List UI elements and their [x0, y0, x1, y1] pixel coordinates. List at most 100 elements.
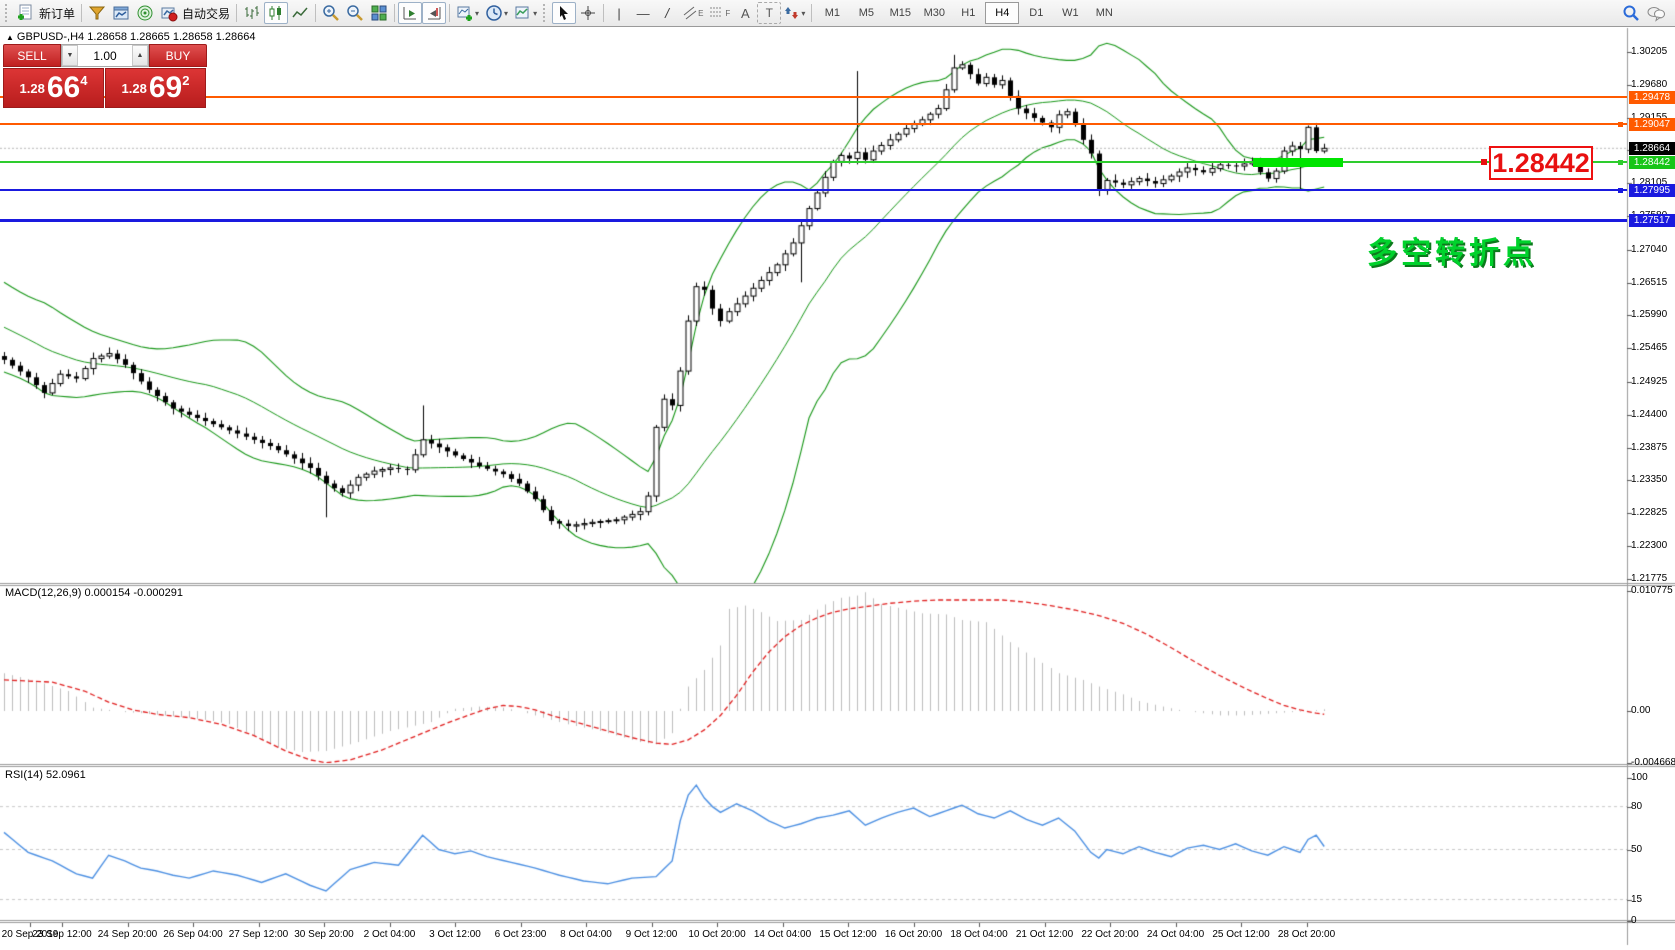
collapse-panel-icon[interactable]: ▲ — [6, 33, 14, 42]
toolbar-separator — [81, 4, 83, 22]
trendline-icon: / — [665, 5, 670, 21]
pivot-note-text[interactable]: 多空转折点 — [1367, 237, 1537, 270]
new-order-button[interactable] — [14, 2, 38, 24]
time-axis-label: 2 Oct 04:00 — [363, 929, 416, 940]
toolbar-grip[interactable] — [5, 4, 11, 22]
price-callout-box[interactable]: 1.28442 — [1489, 146, 1593, 180]
text-label-button[interactable]: T — [757, 2, 782, 24]
time-axis-label: 21 Oct 12:00 — [1015, 929, 1074, 940]
periods-button[interactable]: ▾ — [482, 2, 511, 24]
price-axis-tick: 1.22300 — [1631, 540, 1668, 552]
buy-price-button[interactable]: 1.28 69 2 — [105, 68, 206, 108]
rsi-label: RSI(14) 52.0961 — [5, 769, 86, 781]
price-axis-tick: 1.27040 — [1631, 243, 1668, 255]
bid-price-tag: 1.28664 — [1629, 141, 1675, 155]
auto-scroll-button[interactable] — [398, 2, 423, 24]
callout-anchor-handle[interactable] — [1481, 159, 1487, 165]
time-axis-label: 18 Oct 04:00 — [950, 929, 1008, 940]
buy-button[interactable]: BUY — [149, 44, 207, 67]
candlestick-chart-icon — [269, 6, 282, 20]
horizontal-line-1.27995[interactable] — [0, 189, 1627, 192]
timeframe-button-m5[interactable]: M5 — [858, 7, 874, 19]
tile-windows-button[interactable] — [367, 2, 391, 24]
crosshair-button[interactable] — [576, 2, 600, 24]
zoom-in-icon — [323, 5, 339, 21]
volume-decrease-button[interactable]: ▼ — [62, 45, 78, 66]
fibonacci-button[interactable]: F — [706, 2, 733, 24]
timeframe-button-w1[interactable]: W1 — [1062, 7, 1079, 19]
line-handle[interactable] — [1618, 187, 1623, 193]
equidistant-channel-button[interactable]: E — [679, 2, 706, 24]
macd-axis-tick: 0.00 — [1631, 705, 1651, 716]
template-icon — [515, 6, 529, 19]
time-axis-label: 3 Oct 12:00 — [429, 929, 481, 940]
line-chart-button[interactable] — [288, 2, 312, 24]
support-highlight-segment[interactable] — [1253, 158, 1343, 167]
symbol-title: ▲ GBPUSD-,H4 1.28658 1.28665 1.28658 1.28… — [6, 31, 255, 43]
line-handle[interactable] — [1618, 159, 1623, 165]
vertical-line-button[interactable]: | — [607, 2, 631, 24]
arrows-button[interactable]: ▾ — [781, 2, 808, 24]
crosshair-icon — [581, 6, 596, 20]
templates-button[interactable]: ▾ — [511, 2, 540, 24]
signals-button[interactable] — [133, 2, 157, 24]
bar-chart-button[interactable] — [240, 2, 264, 24]
time-axis-label: 20 Sep 2019 — [1, 929, 59, 940]
text-button[interactable]: A — [733, 2, 757, 24]
timeframe-button-m15[interactable]: M15 — [889, 7, 912, 19]
styles-button[interactable] — [85, 2, 109, 24]
sell-price-button[interactable]: 1.28 66 4 — [3, 68, 104, 108]
autotrading-button[interactable] — [157, 2, 181, 24]
time-axis-label: 16 Oct 20:00 — [884, 929, 943, 940]
timeframe-button-d1[interactable]: D1 — [1029, 7, 1044, 19]
volume-input[interactable]: 1.00 — [93, 48, 117, 63]
rsi-title: RSI(14) — [5, 769, 43, 781]
cursor-button[interactable] — [552, 2, 577, 24]
horizontal-line-1.29478[interactable] — [0, 96, 1627, 99]
indicators-button[interactable]: ▾ — [453, 2, 482, 24]
price-axis-tick: 1.26515 — [1631, 276, 1668, 288]
horizontal-line-1.28442[interactable] — [0, 161, 1627, 164]
horizontal-line-1.27517[interactable] — [0, 218, 1627, 222]
timeframe-button-m1[interactable]: M1 — [824, 7, 840, 19]
macd-axis-tick: -0.004668 — [1631, 756, 1675, 768]
rsi-axis-tick: 15 — [1631, 893, 1643, 905]
time-axis-label: 24 Sep 20:00 — [97, 929, 158, 940]
timeframe-button-m30[interactable]: M30 — [923, 7, 946, 19]
new-order-label[interactable]: 新订单 — [39, 6, 76, 21]
price-tag-1.27517: 1.27517 — [1629, 213, 1675, 227]
price-tag-1.29478: 1.29478 — [1629, 90, 1675, 104]
autotrading-icon — [161, 7, 178, 22]
autotrading-label[interactable]: 自动交易 — [182, 6, 231, 21]
chart-shift-button[interactable] — [422, 2, 447, 24]
timeframe-button-mn[interactable]: MN — [1095, 7, 1113, 19]
macd-title: MACD(12,26,9) — [5, 587, 82, 599]
line-handle[interactable] — [1618, 121, 1623, 127]
candlestick-chart-button[interactable] — [264, 2, 289, 24]
price-axis-tick: 1.22825 — [1631, 507, 1668, 519]
sell-button[interactable]: SELL — [3, 44, 61, 67]
chevron-down-icon: ▾ — [504, 8, 509, 18]
toolbar-grip[interactable] — [543, 4, 549, 22]
price-axis-tick: 1.30205 — [1631, 46, 1668, 57]
timeframe-button-h1[interactable]: H1 — [961, 7, 976, 19]
charts-window-button[interactable] — [109, 2, 133, 24]
time-axis-label: 10 Oct 20:00 — [688, 929, 746, 940]
volume-increase-button[interactable]: ▲ — [132, 45, 148, 66]
sell-price-big: 66 — [46, 71, 81, 104]
zoom-out-button[interactable] — [343, 2, 367, 24]
price-axis-tick: 1.29155 — [1631, 112, 1675, 123]
chat-icon — [1647, 7, 1665, 22]
price-axis-tick: 1.21775 — [1631, 572, 1668, 584]
zoom-in-button[interactable] — [319, 2, 343, 24]
search-button[interactable] — [1619, 2, 1643, 24]
trendline-button[interactable]: / — [655, 2, 679, 24]
chat-button[interactable] — [1643, 2, 1669, 24]
horizontal-line-1.29047[interactable] — [0, 123, 1627, 126]
chart-shift-icon — [428, 7, 441, 20]
timeframe-button-h4[interactable]: H4 — [985, 2, 1020, 24]
price-axis-tick: 1.23350 — [1631, 474, 1668, 486]
horizontal-line-button[interactable]: — — [631, 2, 655, 24]
